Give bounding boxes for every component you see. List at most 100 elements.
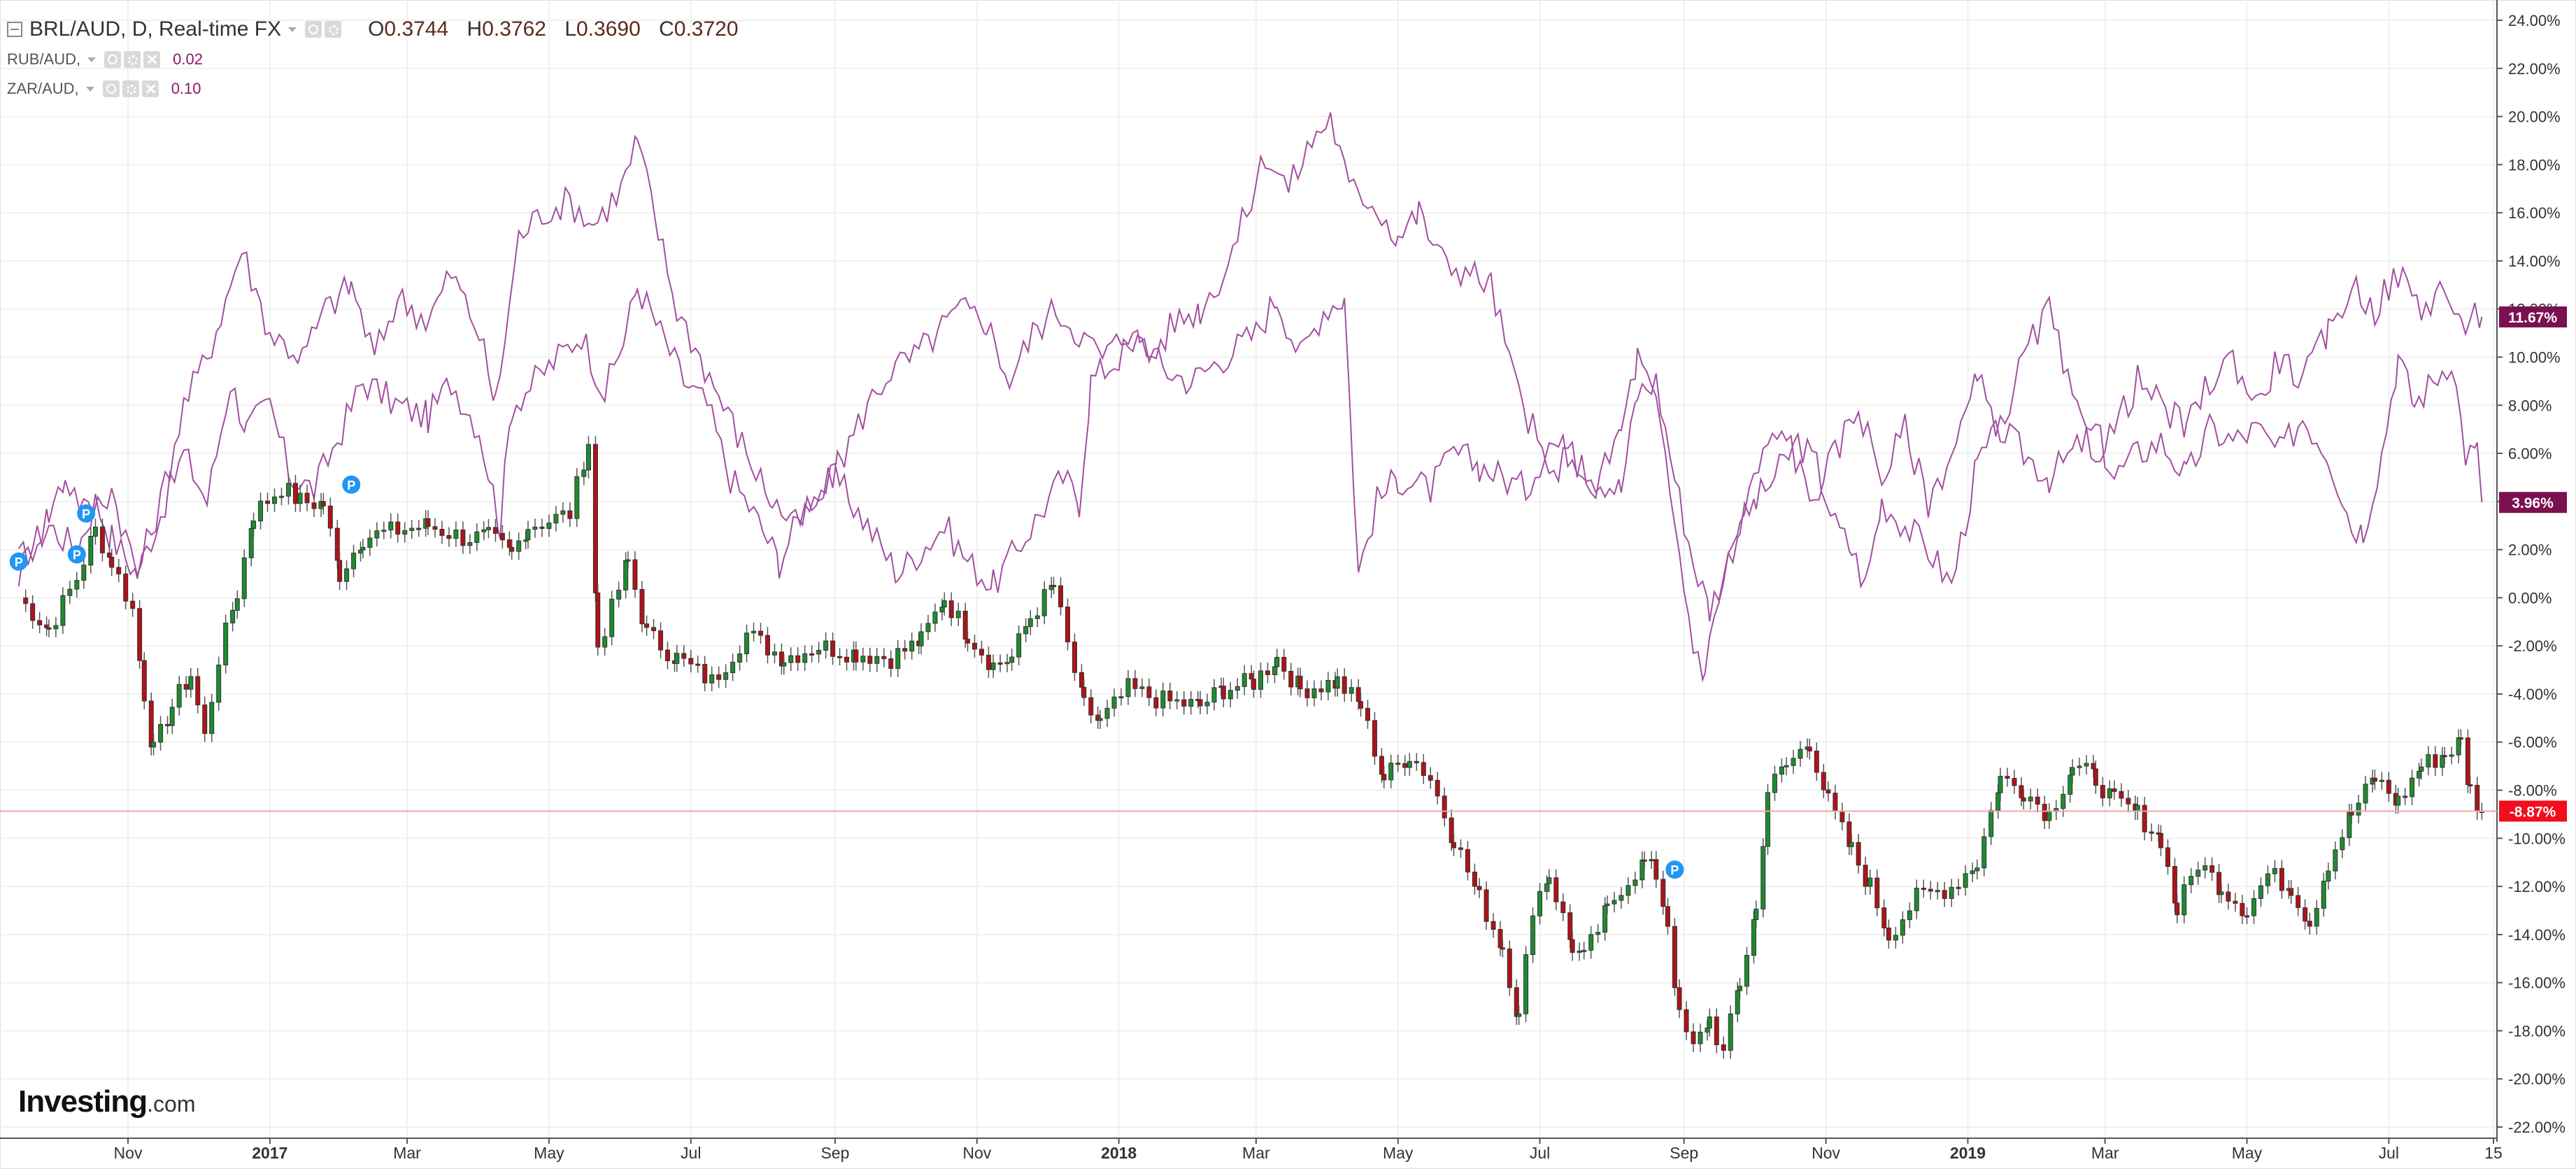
candle — [1570, 939, 1575, 953]
zar-dropdown-icon[interactable] — [85, 86, 94, 92]
rub-settings-icon[interactable] — [124, 51, 141, 68]
candle — [265, 500, 271, 504]
candle — [1483, 889, 1489, 922]
candle — [1476, 886, 1482, 891]
candle — [1956, 886, 1961, 889]
candle — [2077, 765, 2082, 768]
zar-remove-icon[interactable] — [141, 80, 159, 97]
legend-zar-row[interactable]: ZAR/AUD, 0.10 — [7, 74, 739, 104]
candle — [1588, 934, 1594, 951]
candle — [2091, 763, 2096, 770]
rub-eye-icon[interactable] — [104, 51, 122, 68]
candle — [1721, 1044, 1726, 1051]
candle — [1281, 657, 1287, 672]
y-tick-label: -10.00% — [2508, 830, 2566, 847]
candle — [723, 672, 729, 680]
eye-icon[interactable] — [305, 21, 322, 38]
candle — [1698, 1031, 1703, 1044]
candle — [2244, 915, 2250, 918]
candle — [1867, 877, 1873, 887]
candle — [169, 707, 175, 726]
y-tick-label: -8.00% — [2508, 782, 2557, 800]
candle — [765, 635, 771, 656]
candle — [932, 611, 938, 624]
y-tick-label: 8.00% — [2508, 397, 2552, 414]
candle — [2149, 831, 2154, 834]
zar-symbol-label[interactable]: ZAR/AUD, — [7, 80, 79, 97]
candle — [1160, 690, 1166, 709]
candle — [92, 526, 98, 537]
event-marker-label: P — [73, 548, 81, 562]
candle — [2226, 891, 2231, 902]
candle — [881, 656, 887, 660]
collapse-legend-icon[interactable] — [7, 22, 22, 37]
rub-dropdown-icon[interactable] — [87, 57, 97, 62]
candle — [1081, 686, 1087, 698]
last-value-badge — [2499, 492, 2567, 513]
candle — [539, 526, 545, 529]
candle — [123, 573, 129, 602]
rub-symbol-label[interactable]: RUB/AUD, — [7, 50, 81, 68]
candle — [2107, 788, 2112, 799]
candle — [1632, 879, 1638, 886]
candle — [1358, 701, 1363, 709]
high-value: 0.3762 — [482, 17, 546, 41]
candle — [2458, 737, 2463, 740]
candle — [2070, 767, 2075, 776]
candle — [241, 557, 247, 600]
candle — [1449, 817, 1454, 843]
event-marker — [9, 552, 28, 571]
candle — [560, 510, 566, 515]
candle — [453, 529, 459, 539]
brl-aud-candles — [23, 436, 2484, 1059]
low-value: 0.3690 — [576, 17, 641, 41]
candle — [595, 592, 601, 648]
candle — [1428, 775, 1433, 781]
candle — [1874, 877, 1880, 909]
candle — [446, 534, 452, 539]
candle — [1784, 765, 1789, 767]
candle — [997, 663, 1003, 665]
candle — [209, 702, 215, 735]
candle — [2440, 755, 2445, 768]
symbol-dropdown-icon[interactable] — [288, 27, 297, 32]
candle — [567, 510, 573, 519]
candle — [592, 444, 598, 593]
candle — [795, 655, 801, 663]
candle — [327, 505, 333, 529]
candle — [1546, 877, 1552, 884]
candle — [2303, 907, 2308, 922]
candle — [74, 580, 80, 590]
candle — [1311, 688, 1317, 699]
x-tick-label: 2017 — [252, 1144, 287, 1162]
candle — [1714, 1016, 1719, 1045]
y-tick-label: 24.00% — [2508, 12, 2561, 29]
close-value: 0.3720 — [674, 17, 739, 41]
candle — [2307, 921, 2312, 927]
candle — [30, 603, 36, 621]
candle — [1016, 633, 1022, 658]
candle — [1935, 890, 1940, 893]
candle — [751, 630, 757, 634]
rub-remove-icon[interactable] — [143, 51, 161, 68]
legend-main-row[interactable]: BRL/AUD, D, Real-time FX O0.3744 H0.3762… — [7, 14, 739, 45]
candle — [2265, 873, 2270, 886]
candle — [1577, 950, 1582, 953]
candle — [1258, 670, 1264, 690]
candle — [311, 502, 317, 509]
candle — [1735, 990, 1740, 1014]
candle — [695, 663, 701, 666]
legend-rub-row[interactable]: RUB/AUD, 0.02 — [7, 45, 739, 74]
settings-icon[interactable] — [325, 21, 342, 38]
main-symbol-label[interactable]: BRL/AUD, D, Real-time FX — [29, 17, 282, 41]
candle — [88, 536, 94, 566]
candle — [1856, 842, 1861, 866]
rub-aud-line — [17, 287, 2483, 622]
zar-eye-icon[interactable] — [102, 80, 120, 97]
candle — [1567, 912, 1573, 940]
candle — [23, 597, 29, 604]
zar-settings-icon[interactable] — [122, 80, 139, 97]
candle — [1998, 776, 2003, 793]
